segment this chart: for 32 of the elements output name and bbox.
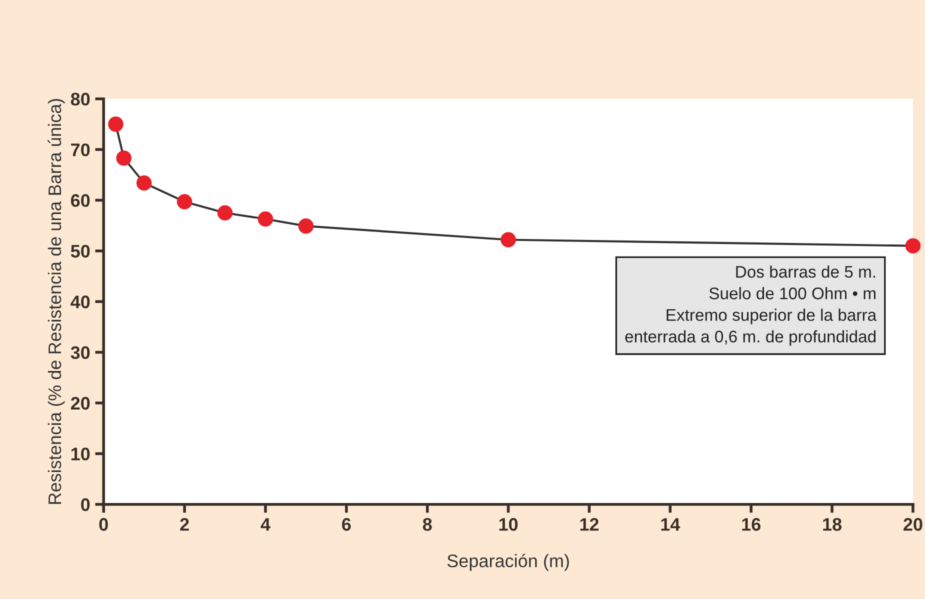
y-tick-label: 0 [81,498,90,512]
point [176,194,192,210]
annotation: Dos barras de 5 m. Suelo de 100 Ohm • m Extremo superior de la barra enterrada a 0,6 m. de profundidad [625,266,877,346]
x-tick-label: 2 [180,518,189,531]
y-axis-title: Resistencia (% de Resistencia de una Barra única) [48,98,65,504]
point [116,150,132,166]
y-tick-label: 30 [70,346,90,360]
point [136,175,152,191]
x-tick-label: 12 [580,518,599,531]
y-tick-label: 80 [70,92,90,106]
point [258,211,274,227]
y-tick-label: 70 [71,143,90,156]
x-tick-label: 18 [823,518,842,531]
point [905,238,921,254]
y-tick-label: 40 [70,296,90,308]
y-tick-label: 10 [71,448,90,460]
point [108,116,124,132]
point [217,205,233,221]
y-tick-label: 60 [70,194,90,207]
x-tick-label: 20 [904,518,922,531]
y-tick-label: 50 [70,244,90,258]
x-tick-label: 10 [499,518,518,531]
y-tick-label: 20 [70,396,90,410]
x-tick-label: 0 [99,518,108,531]
point [298,218,314,234]
x-tick-label: 14 [661,518,680,531]
x-tick-label: 6 [342,518,351,531]
point [500,232,516,248]
x-tick-label: 8 [422,518,432,531]
x-tick-label: 16 [742,518,760,531]
x-axis-title: Separación (m) [447,554,569,571]
x-tick-label: 4 [260,518,270,531]
